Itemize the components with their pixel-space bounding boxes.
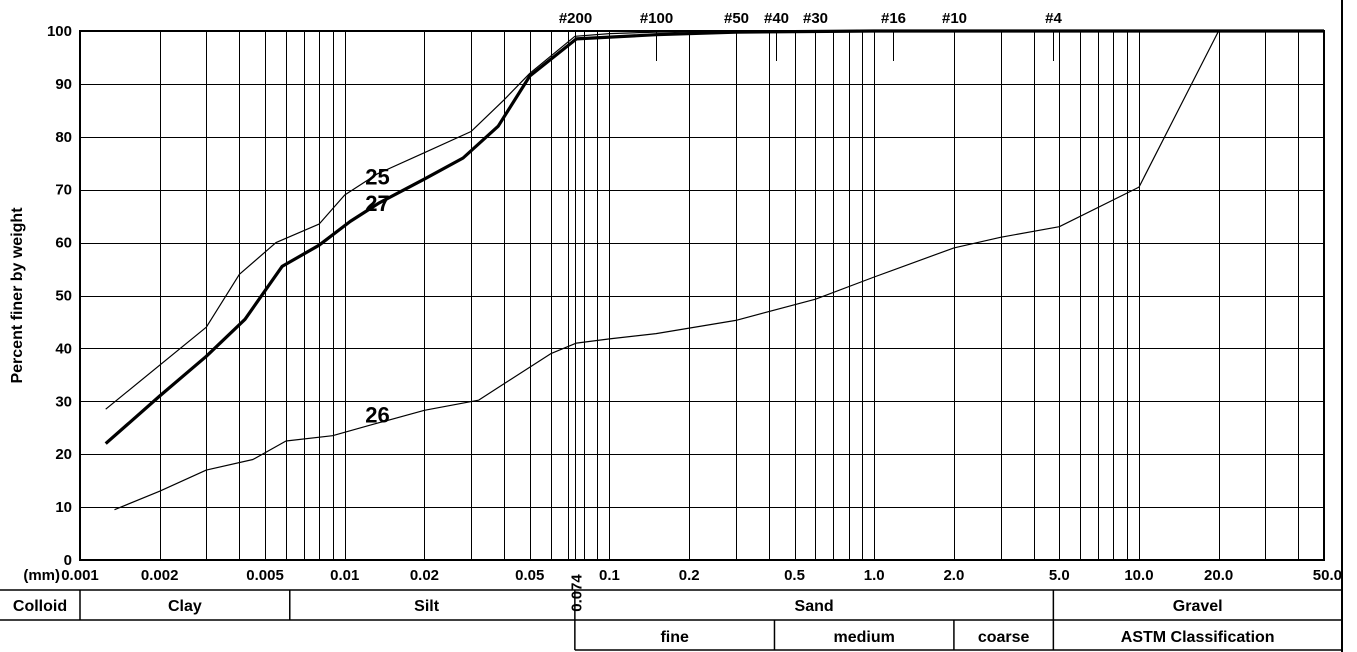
sieve-label: #100 <box>640 10 673 27</box>
class-label-silt: Silt <box>414 598 440 615</box>
x-tick-label: 10.0 <box>1124 567 1153 584</box>
x-tick-label: 0.1 <box>599 567 620 584</box>
x-tick-label: 50.0 <box>1313 567 1342 584</box>
y-tick-label: 80 <box>55 129 72 146</box>
sieve-label: #40 <box>764 10 789 27</box>
sieve-label: #30 <box>803 10 828 27</box>
y-tick-label: 40 <box>55 340 72 357</box>
y-tick-label: 70 <box>55 182 72 199</box>
y-tick-label: 0 <box>64 552 72 569</box>
curve-label: 27 <box>365 191 389 216</box>
class-label-colloid: Colloid <box>13 598 67 615</box>
x-tick-label: 1.0 <box>864 567 885 584</box>
x-tick-label: 0.005 <box>246 567 284 584</box>
sieve-label: #50 <box>724 10 749 27</box>
x-unit-label: (mm) <box>23 567 60 584</box>
class-sublabel: fine <box>660 629 689 646</box>
curve-label: 26 <box>365 403 389 428</box>
x-tick-label: 0.001 <box>61 567 99 584</box>
y-tick-label: 30 <box>55 393 72 410</box>
x-tick-label: 20.0 <box>1204 567 1233 584</box>
x-tick-label: 0.02 <box>410 567 439 584</box>
x-tick-label: 0.002 <box>141 567 179 584</box>
sieve-label: #16 <box>881 10 906 27</box>
x-tick-label: 2.0 <box>943 567 964 584</box>
x-tick-label: 0.01 <box>330 567 359 584</box>
y-tick-label: 50 <box>55 288 72 305</box>
classification-table <box>0 589 1343 651</box>
x-tick-label: 0.5 <box>784 567 805 584</box>
plot-frame <box>79 30 1325 561</box>
class-label-sand: Sand <box>795 598 834 615</box>
series-line-26 <box>114 30 1324 511</box>
class-sublabel: medium <box>834 629 895 646</box>
sieve-label: #200 <box>559 10 592 27</box>
x-tick-label: 0.05 <box>515 567 544 584</box>
class-sublabel: ASTM Classification <box>1121 629 1275 646</box>
x-tick-label: 0.2 <box>679 567 700 584</box>
x-tick-label: 5.0 <box>1049 567 1070 584</box>
curve-label: 25 <box>365 164 389 189</box>
y-tick-label: 20 <box>55 446 72 463</box>
class-label-clay: Clay <box>168 598 202 615</box>
y-axis-label: Percent finer by weight <box>9 207 26 384</box>
series-line-27 <box>104 29 1324 445</box>
sieve-label: #4 <box>1045 10 1062 27</box>
grid-lines <box>80 31 1325 561</box>
series-line-25 <box>105 30 1324 410</box>
y-tick-label: 10 <box>55 499 72 516</box>
y-tick-label: 100 <box>47 23 72 40</box>
y-tick-label: 90 <box>55 76 72 93</box>
sieve-label: #10 <box>942 10 967 27</box>
x-tick-label-0074: 0.074 <box>569 574 586 612</box>
class-label-gravel: Gravel <box>1173 598 1223 615</box>
y-tick-label: 60 <box>55 235 72 252</box>
class-sublabel: coarse <box>978 629 1030 646</box>
